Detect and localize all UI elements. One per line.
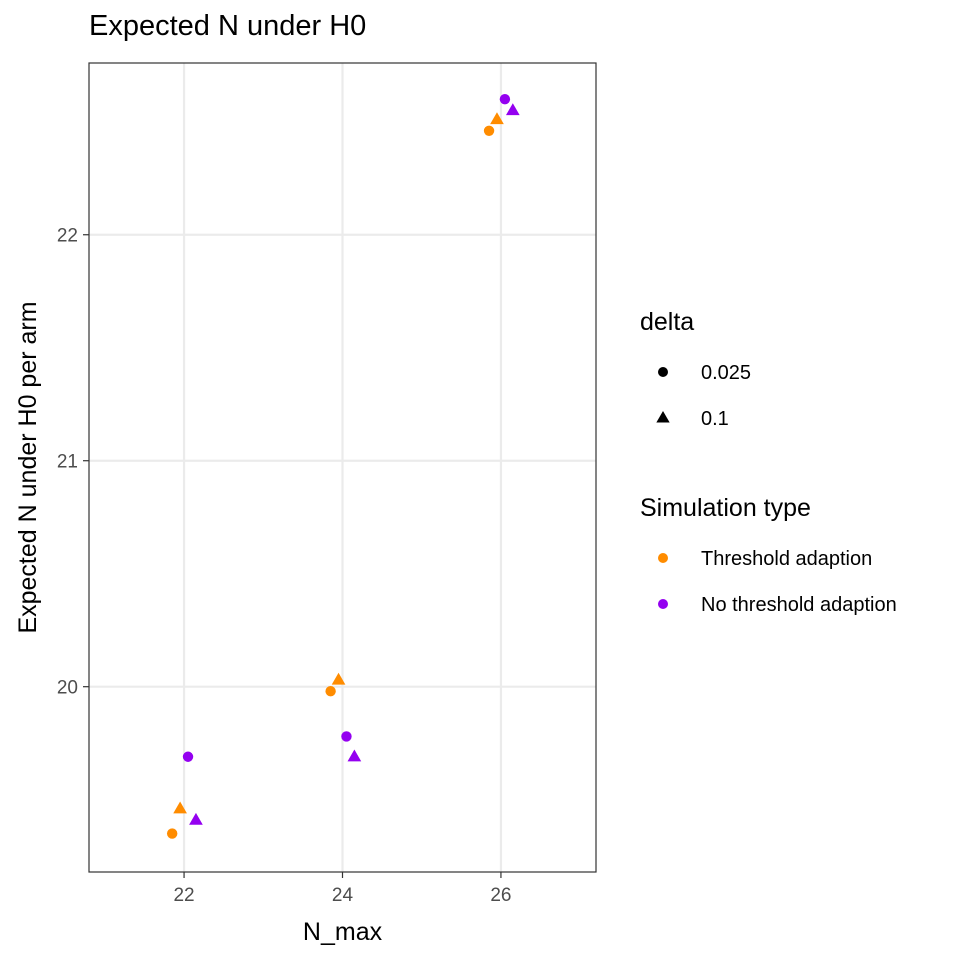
data-point-triangle [331, 672, 346, 685]
legend: delta 0.025 0.1 Simulation type Threshold ad… [640, 308, 897, 616]
legend-key-circle [658, 553, 668, 563]
data-point-triangle [505, 103, 520, 116]
data-point-triangle [189, 812, 203, 825]
x-tick-label: 22 [173, 885, 194, 906]
data-points [166, 93, 520, 839]
legend-title-delta: delta [640, 308, 694, 336]
data-point-circle [325, 686, 336, 697]
legend-label: 0.1 [701, 408, 729, 430]
chart-title: Expected N under H0 [89, 10, 367, 42]
y-tick-label: 21 [57, 452, 78, 473]
y-axis-title: Expected N under H0 per arm [14, 301, 42, 633]
y-tick-label: 22 [57, 226, 78, 247]
data-point-triangle [347, 749, 362, 762]
data-point-triangle [490, 112, 504, 125]
legend-key-circle [658, 367, 668, 377]
legend-label: 0.025 [701, 362, 751, 384]
data-point-circle [182, 751, 194, 762]
legend-key-circle [658, 599, 668, 609]
legend-title-simulation-type: Simulation type [640, 494, 811, 522]
legend-key-triangle [656, 411, 670, 423]
data-point-circle [341, 731, 352, 742]
x-tick-label: 24 [332, 885, 354, 906]
legend-label: Threshold adaption [701, 548, 872, 570]
data-point-circle [499, 93, 511, 105]
y-tick-label: 20 [57, 678, 78, 699]
data-point-circle [166, 828, 178, 839]
data-point-circle [483, 125, 495, 136]
x-tick-label: 26 [490, 885, 511, 906]
legend-label: No threshold adaption [701, 594, 897, 616]
axis-ticks: 22 24 26 20 21 22 [57, 226, 512, 906]
data-point-triangle [173, 801, 187, 814]
x-axis-title: N_max [303, 918, 383, 946]
